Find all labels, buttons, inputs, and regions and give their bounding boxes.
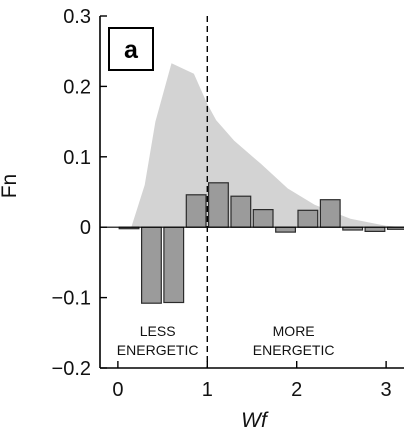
- panel-label-box: [108, 27, 154, 71]
- y-axis-label: Fn: [0, 174, 21, 199]
- x-axis-label: Wf: [241, 409, 269, 432]
- shaded-area: [131, 63, 404, 228]
- y-tick-label: 0: [80, 217, 91, 239]
- axes-layer: [99, 16, 404, 369]
- annotations-layer: LESS ENERGETIC MORE ENERGETIC: [117, 323, 335, 358]
- bar: [275, 226, 297, 233]
- annotation-right-line1: MORE: [273, 323, 315, 339]
- bar: [319, 199, 341, 228]
- y-tick-label: −0.2: [52, 358, 91, 380]
- bar: [297, 209, 319, 228]
- bar: [185, 194, 207, 228]
- shaded-area-layer: [131, 63, 404, 228]
- bar: [208, 182, 229, 228]
- x-tick-label: 3: [381, 379, 392, 401]
- y-tick-label: −0.1: [52, 288, 91, 310]
- x-tick-label: 2: [291, 379, 302, 401]
- bar: [141, 226, 162, 304]
- bar: [163, 226, 185, 304]
- y-tick-label: 0.1: [63, 147, 91, 169]
- bars-layer: [118, 182, 404, 304]
- annotation-right-line2: ENERGETIC: [253, 342, 335, 358]
- x-tick-label: 1: [202, 379, 213, 401]
- labels-layer: Wf Fn: [0, 174, 269, 432]
- bar: [230, 195, 252, 228]
- annotation-left-line1: LESS: [140, 323, 176, 339]
- annotation-left-line2: ENERGETIC: [117, 342, 199, 358]
- panel-label-layer: a: [108, 27, 154, 71]
- y-tick-label: 0.2: [63, 76, 91, 98]
- x-tick-label: 0: [112, 379, 123, 401]
- y-tick-label: 0.3: [63, 6, 91, 28]
- bar: [364, 226, 386, 232]
- panel-label: a: [124, 36, 139, 64]
- ticks-layer: 0.3 0.2 0.1 0 −0.1 −0.2 0 1 2 3: [52, 6, 392, 401]
- bar: [252, 209, 274, 228]
